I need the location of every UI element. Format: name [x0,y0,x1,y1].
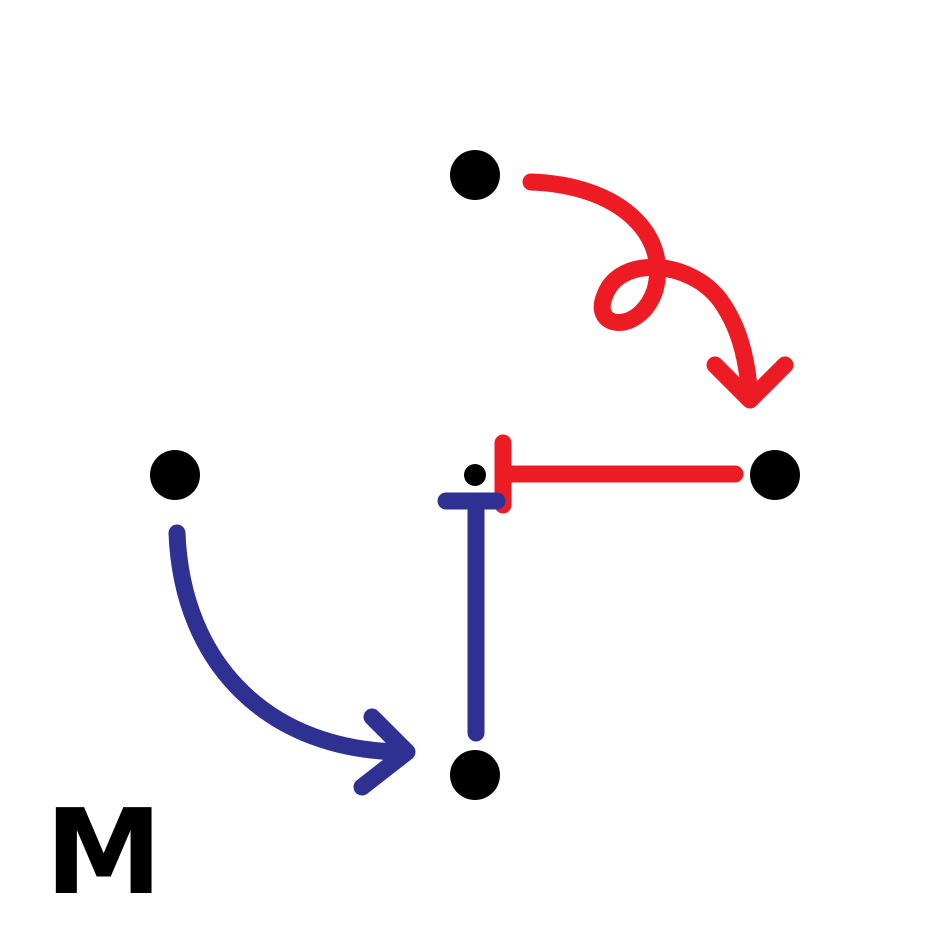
red-arrowhead [706,356,794,409]
node-left [150,450,200,500]
blue-arrowhead [353,708,416,796]
node-right [750,450,800,500]
corner-label: M [45,783,162,921]
node-center [464,464,486,486]
node-bottom [450,750,500,800]
blue-curved-edge [168,524,414,761]
node-top [450,150,500,200]
red-looped-edge [522,173,759,407]
